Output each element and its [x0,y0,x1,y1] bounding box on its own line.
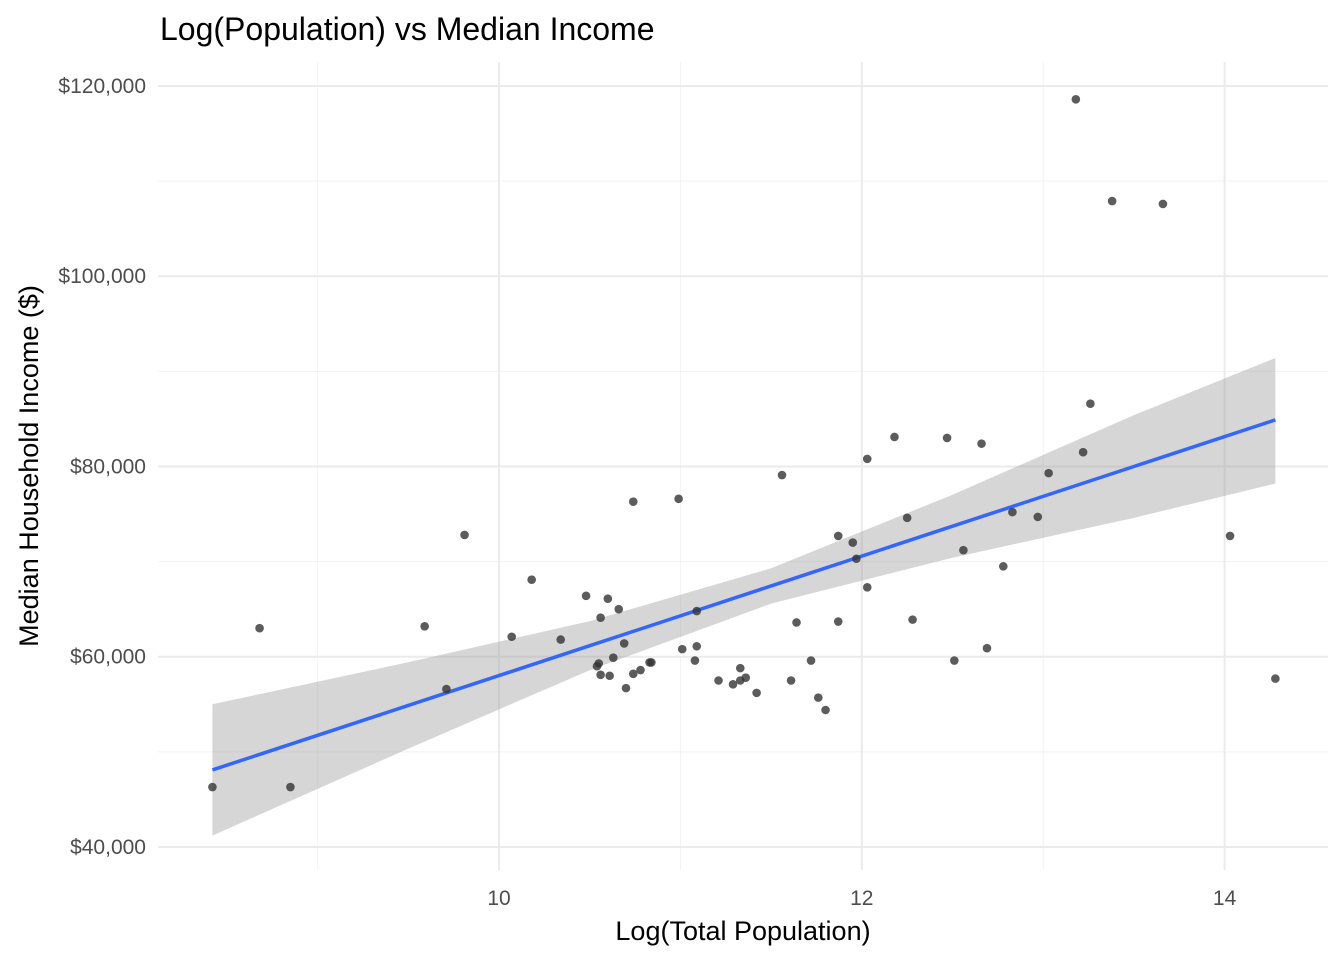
data-point [1086,399,1095,408]
data-point [619,639,629,648]
data-point [1158,199,1168,209]
data-point [833,531,843,541]
data-point [581,591,591,601]
data-point [596,670,605,680]
data-point [786,676,796,685]
data-point [614,604,624,614]
y-tick-label: $80,000 [70,455,146,478]
x-tick-label: 14 [1213,887,1237,910]
data-point [942,433,952,443]
data-point [890,432,899,442]
data-point [792,618,801,627]
data-point [255,623,264,633]
data-point [628,669,638,679]
data-point [728,680,738,689]
data-point [677,644,687,654]
data-point [862,582,872,592]
data-point [848,538,858,547]
data-point [647,658,656,667]
data-point [950,656,959,665]
data-point [208,782,217,792]
points-group [208,94,1280,792]
data-point [1033,512,1043,522]
y-tick-label: $60,000 [70,646,146,669]
y-tick-label: $120,000 [58,75,146,98]
data-point [674,494,683,504]
data-point [821,705,830,715]
data-point [690,656,700,665]
data-point [628,497,638,506]
data-point [636,665,645,675]
data-point [902,513,912,523]
data-point [806,656,816,665]
x-tick-label: 12 [850,887,873,910]
regression-line [211,418,1276,772]
tick-labels: 10 12 14 $40,000 $60,000 $80,000 $100,000 $120,… [58,75,1236,910]
data-point [460,530,469,540]
data-point [527,575,536,584]
data-point [741,673,751,682]
y-tick-label: $40,000 [70,836,146,859]
data-point [1078,447,1088,457]
data-point [605,671,614,681]
x-axis-label: Log(Total Population) [615,916,870,946]
data-point [692,641,702,651]
confidence-band-group [211,358,1276,836]
data-point [714,676,723,685]
data-point [286,782,295,792]
data-point [982,643,992,653]
data-point [507,632,517,642]
data-point [692,606,702,616]
data-point [621,683,631,693]
data-point [959,545,968,555]
data-point [777,470,787,480]
data-point [1225,531,1235,541]
data-point [594,659,604,668]
data-point [1008,507,1017,517]
data-point [735,663,745,673]
data-point [752,688,761,698]
data-point [813,693,823,702]
data-point [556,635,565,644]
data-point [852,554,861,564]
data-point [1044,468,1053,478]
data-point [596,613,605,623]
data-point [1071,94,1081,104]
data-point [603,594,613,604]
data-point [908,615,917,624]
data-point [609,653,618,662]
data-point [1271,674,1280,683]
data-point [977,439,986,448]
data-point [999,562,1008,571]
data-point [1107,196,1117,206]
data-point [442,684,451,694]
x-tick-label: 10 [487,887,510,910]
confidence-band [212,358,1276,836]
y-axis-label: Median Household Income ($) [14,285,44,647]
data-point [862,454,872,464]
y-tick-label: $100,000 [58,265,146,288]
data-point [420,621,429,631]
data-point [833,617,843,626]
chart-title: Log(Population) vs Median Income [160,11,655,47]
